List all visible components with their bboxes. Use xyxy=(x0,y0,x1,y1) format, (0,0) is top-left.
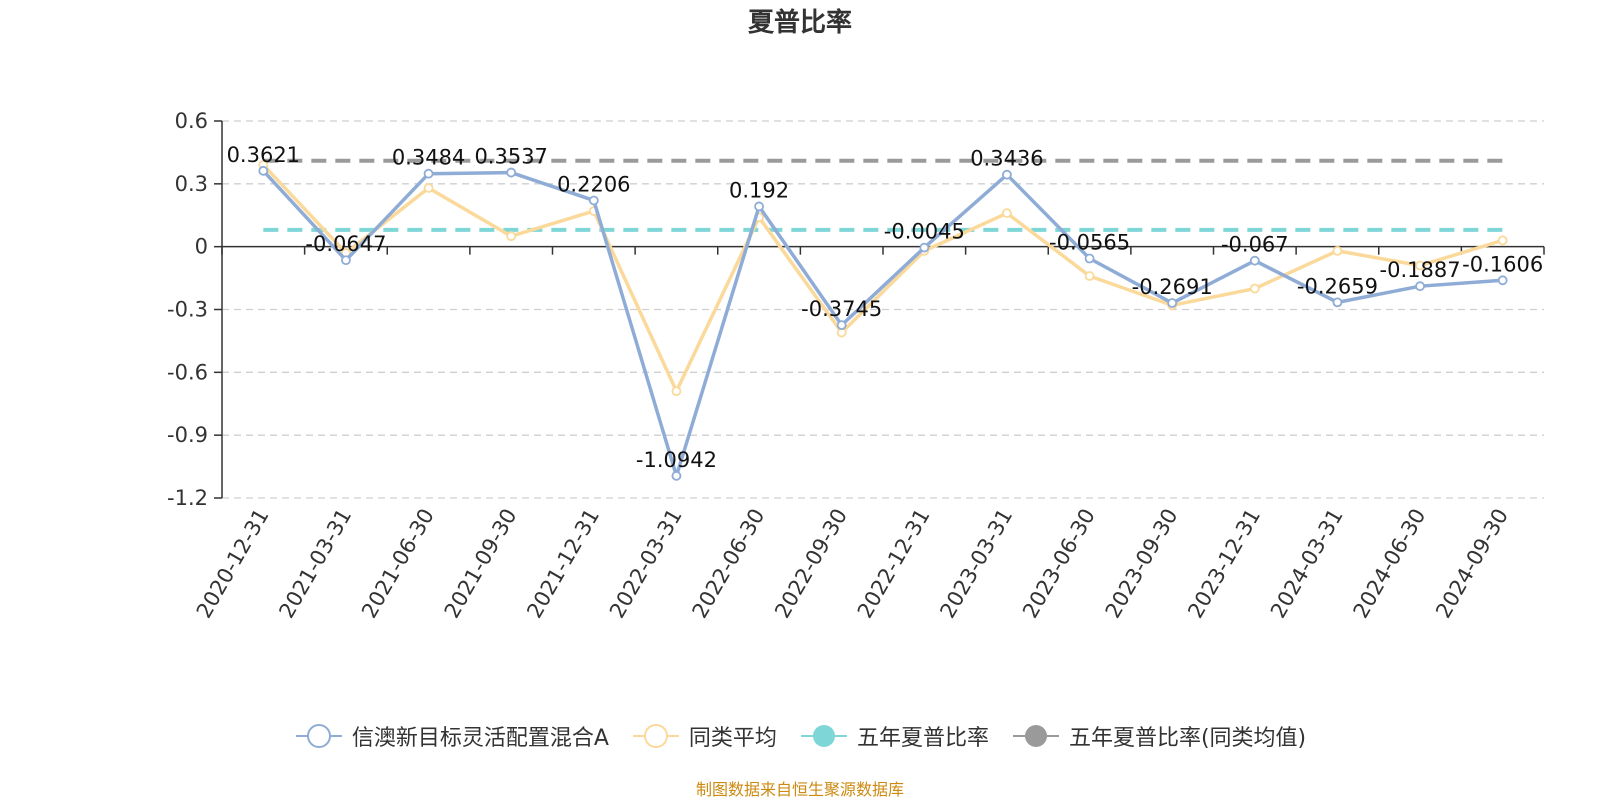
data-source-note: 制图数据来自恒生聚源数据库 xyxy=(695,780,904,799)
x-tick-label: 2023-06-30 xyxy=(1018,505,1100,623)
x-tick-label: 2022-12-31 xyxy=(853,505,935,623)
x-tick-label: 2023-03-31 xyxy=(935,505,1017,623)
fund-point xyxy=(1497,275,1508,286)
fund-line xyxy=(262,169,1503,478)
y-tick-label: -0.9 xyxy=(167,423,208,447)
fund-point xyxy=(836,320,847,331)
legend-label-peer-average: 同类平均 xyxy=(688,726,777,751)
y-tick-label: 0.6 xyxy=(175,109,208,133)
y-tick-label: -0.3 xyxy=(167,298,208,322)
peer-average-point xyxy=(1415,260,1425,271)
fund-data-label: -0.067 xyxy=(1221,233,1289,257)
fund-point xyxy=(754,201,764,212)
peer-average-point xyxy=(1084,271,1095,281)
fund-point xyxy=(258,165,269,176)
x-tick-label: 2022-06-30 xyxy=(688,505,770,623)
fund-data-label: 0.3621 xyxy=(227,143,300,167)
y-tick-label: -1.2 xyxy=(167,486,208,510)
fund-data-label: -1.0942 xyxy=(636,448,717,472)
fund-data-label: -0.2691 xyxy=(1132,275,1213,299)
x-tick-label: 2022-09-30 xyxy=(770,505,852,623)
fund-point xyxy=(506,167,517,178)
x-tick-label: 2020-12-31 xyxy=(192,505,274,623)
fund-point xyxy=(1415,281,1425,292)
legend-item-peer-average[interactable]: 同类平均 xyxy=(631,720,777,752)
peer-average-line xyxy=(262,163,1504,393)
legend-line-dot-icon xyxy=(800,725,847,747)
legend-label-fund: 信澳新目标灵活配置混合A xyxy=(351,726,609,751)
legend-label-five-year-peer: 五年夏普比率(同类均值) xyxy=(1068,726,1307,751)
x-tick-label: 2021-12-31 xyxy=(522,505,604,623)
fund-data-label: -0.0647 xyxy=(305,232,386,256)
chart-title: 夏普比率 xyxy=(747,8,852,38)
fund-data-label: -0.0565 xyxy=(1049,231,1130,255)
chart-legend: 信澳新目标灵活配置混合A 同类平均 五年夏普比率 五年夏普比率(同类均值) xyxy=(0,720,1600,752)
fund-point xyxy=(1002,169,1012,180)
peer-average-point xyxy=(1249,283,1260,294)
legend-item-five-year[interactable]: 五年夏普比率 xyxy=(799,720,989,752)
fund-point xyxy=(671,470,682,481)
legend-line-dot-icon xyxy=(1012,725,1059,747)
peer-average-point xyxy=(506,231,517,242)
chart-canvas: 0.6 0.3 0 -0.3 -0.6 -0.9 -1.2 0.3621 -0.0647 0.34… xyxy=(167,109,1545,623)
fund-data-label: 0.3537 xyxy=(474,145,547,169)
peer-average-point xyxy=(1002,208,1012,219)
y-tick-label: 0.3 xyxy=(175,172,208,196)
fund-data-label: -0.2659 xyxy=(1297,274,1378,298)
x-tick-label: 2023-09-30 xyxy=(1101,505,1183,623)
fund-point xyxy=(1332,297,1343,308)
fund-point xyxy=(423,168,434,179)
fund-point xyxy=(588,195,599,206)
fund-data-label: -0.3745 xyxy=(801,297,882,321)
x-tick-label: 2021-06-30 xyxy=(357,505,439,623)
fund-data-label: -0.1606 xyxy=(1462,252,1543,276)
legend-item-fund[interactable]: 信澳新目标灵活配置混合A xyxy=(294,720,609,752)
fund-point xyxy=(1084,253,1095,264)
fund-data-label: -0.0045 xyxy=(884,220,965,244)
peer-average-point xyxy=(671,386,682,397)
fund-point xyxy=(341,255,351,266)
x-tick-label: 2021-03-31 xyxy=(274,505,356,623)
peer-average-point xyxy=(423,183,434,193)
x-tick-label: 2022-03-31 xyxy=(605,505,687,623)
fund-point xyxy=(919,242,930,253)
fund-data-label: -0.1887 xyxy=(1380,258,1461,282)
y-tick-label: 0 xyxy=(195,235,208,259)
x-tick-label: 2024-09-30 xyxy=(1431,505,1513,623)
fund-data-label: 0.192 xyxy=(729,178,789,202)
fund-data-label: 0.2206 xyxy=(557,172,630,196)
x-tick-label: 2024-06-30 xyxy=(1349,505,1431,623)
x-tick-label: 2023-12-31 xyxy=(1183,505,1265,623)
peer-average-point xyxy=(1332,245,1343,256)
x-tick-label: 2021-09-30 xyxy=(440,505,522,623)
fund-point xyxy=(1249,255,1260,266)
fund-data-label: 0.3436 xyxy=(970,147,1043,171)
legend-line-circle-icon xyxy=(295,724,342,748)
legend-line-circle-icon xyxy=(632,724,679,748)
legend-label-five-year: 五年夏普比率 xyxy=(856,726,989,751)
peer-average-point xyxy=(1497,235,1508,246)
fund-data-label: 0.3484 xyxy=(392,146,465,170)
fund-point xyxy=(1167,298,1178,308)
y-tick-label: -0.6 xyxy=(167,360,208,384)
legend-item-five-year-peer[interactable]: 五年夏普比率(同类均值) xyxy=(1011,720,1306,752)
x-tick-label: 2024-03-31 xyxy=(1266,505,1348,623)
